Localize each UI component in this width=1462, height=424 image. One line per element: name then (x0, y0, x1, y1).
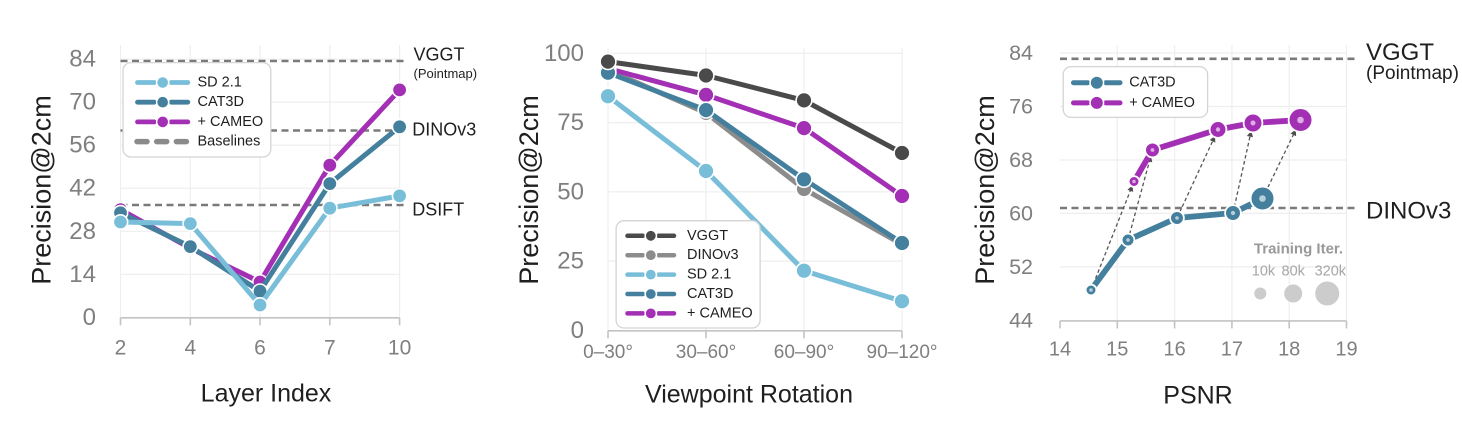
svg-text:14: 14 (69, 261, 96, 288)
svg-text:25: 25 (557, 248, 584, 275)
svg-text:6: 6 (254, 337, 266, 360)
svg-text:DINOv3: DINOv3 (1366, 198, 1451, 225)
svg-text:70: 70 (69, 89, 96, 116)
svg-text:16: 16 (1163, 339, 1185, 361)
svg-text:100: 100 (544, 40, 584, 67)
svg-text:14: 14 (1049, 339, 1071, 361)
svg-text:PSNR: PSNR (1163, 382, 1232, 410)
svg-text:VGGT: VGGT (1366, 39, 1434, 66)
svg-text:60–90°: 60–90° (774, 342, 834, 363)
svg-text:CAT3D: CAT3D (687, 286, 733, 302)
svg-text:320k: 320k (1315, 264, 1347, 280)
svg-text:44: 44 (1009, 308, 1033, 332)
svg-text:60: 60 (1009, 201, 1033, 225)
svg-text:80k: 80k (1282, 264, 1306, 280)
svg-text:15: 15 (1106, 339, 1128, 361)
svg-text:SD 2.1: SD 2.1 (198, 75, 242, 91)
svg-text:10k: 10k (1252, 264, 1276, 280)
svg-text:+ CAMEO: + CAMEO (687, 305, 753, 321)
svg-text:56: 56 (69, 132, 96, 159)
svg-text:28: 28 (69, 218, 96, 245)
svg-text:Layer Index: Layer Index (201, 380, 332, 408)
svg-text:+ CAMEO: + CAMEO (1129, 95, 1195, 111)
svg-text:VGGT: VGGT (414, 45, 465, 65)
svg-text:50: 50 (557, 178, 584, 205)
svg-text:(Pointmap): (Pointmap) (414, 66, 478, 81)
svg-text:SD 2.1: SD 2.1 (687, 267, 731, 283)
svg-text:18: 18 (1278, 339, 1300, 361)
svg-text:DINOv3: DINOv3 (687, 247, 739, 263)
svg-text:17: 17 (1221, 339, 1243, 361)
svg-text:30–60°: 30–60° (676, 342, 736, 363)
svg-text:CAT3D: CAT3D (198, 94, 244, 110)
svg-text:Baselines: Baselines (198, 134, 261, 150)
svg-text:0: 0 (83, 304, 96, 331)
svg-text:75: 75 (557, 109, 584, 136)
svg-text:68: 68 (1009, 148, 1033, 172)
svg-text:(Pointmap): (Pointmap) (1366, 63, 1459, 84)
svg-text:52: 52 (1009, 255, 1033, 279)
svg-text:84: 84 (69, 46, 96, 73)
svg-text:76: 76 (1009, 94, 1033, 118)
svg-text:Precision@2cm: Precision@2cm (27, 95, 57, 284)
svg-text:CAT3D: CAT3D (1129, 75, 1175, 91)
svg-text:Viewpoint Rotation: Viewpoint Rotation (645, 381, 853, 409)
svg-text:VGGT: VGGT (687, 228, 728, 244)
svg-text:+ CAMEO: + CAMEO (198, 114, 264, 130)
svg-text:0: 0 (571, 317, 584, 344)
svg-text:Precision@2cm: Precision@2cm (970, 95, 1000, 284)
svg-text:0–30°: 0–30° (583, 342, 633, 363)
svg-text:90–120°: 90–120° (867, 342, 938, 363)
svg-text:84: 84 (1009, 41, 1033, 65)
svg-text:19: 19 (1335, 339, 1357, 361)
svg-text:42: 42 (69, 175, 96, 202)
svg-text:Precision@2cm: Precision@2cm (514, 95, 544, 284)
svg-text:DINOv3: DINOv3 (412, 120, 476, 140)
svg-text:10: 10 (388, 337, 411, 360)
svg-text:2: 2 (115, 337, 127, 360)
svg-text:4: 4 (184, 337, 196, 360)
svg-text:DSIFT: DSIFT (412, 200, 464, 220)
svg-text:7: 7 (324, 337, 336, 360)
svg-text:Training Iter.: Training Iter. (1254, 241, 1343, 258)
